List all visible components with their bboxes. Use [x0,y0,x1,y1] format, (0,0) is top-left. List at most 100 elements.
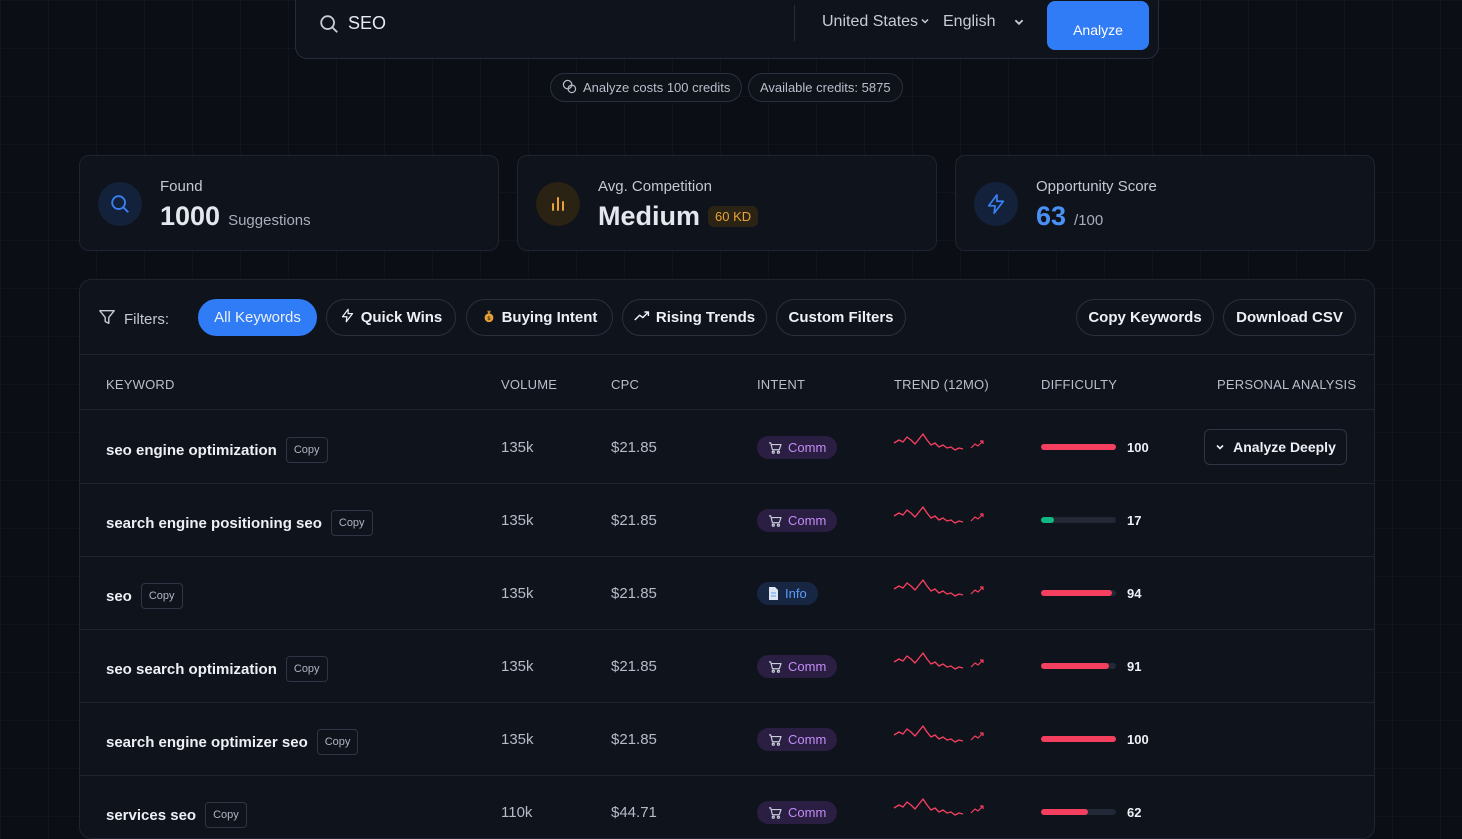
copy-keyword-button[interactable]: Copy [140,583,183,609]
intent-label: Comm [788,659,827,674]
found-unit: Suggestions [228,212,311,229]
filter-quick-wins[interactable]: Quick Wins [326,299,456,336]
copy-keyword-button[interactable]: Copy [205,802,247,828]
trending-up-icon [634,309,650,327]
copy-keywords-label: Copy Keywords [1088,309,1202,326]
kd-badge: 60 KD [708,206,759,227]
copy-keyword-button[interactable]: Copy [330,510,373,536]
difficulty-bar-fill [1041,663,1110,669]
intent-label: Comm [788,805,827,820]
filter-all-keywords[interactable]: All Keywords [198,299,317,336]
keyword-cell: seo Copy [106,583,183,609]
copy-keyword-button[interactable]: Copy [316,729,359,755]
keyword-text: seo [106,587,132,605]
download-csv-button[interactable]: Download CSV [1223,299,1356,336]
table-row: services seo Copy 110k $44.71 Comm 62 [80,776,1374,838]
difficulty-bar [1041,590,1116,596]
found-value-group: 1000 Suggestions [160,201,311,232]
search-icon [98,182,142,226]
table-header: KEYWORD VOLUME CPC INTENT TREND (12MO) D… [80,355,1374,410]
cpc-cell: $44.71 [611,804,657,821]
chevron-down-icon [1215,439,1225,455]
filter-buying-intent[interactable]: $ Buying Intent [466,299,613,336]
volume-cell: 135k [501,512,534,529]
filters-label: Filters: [124,310,169,328]
filter-bar: Filters: All Keywords Quick Wins $ Buyin… [80,280,1374,355]
search-divider [794,5,795,41]
difficulty-bar [1041,809,1116,815]
volume-cell: 135k [501,439,534,456]
filter-rising-trends[interactable]: Rising Trends [622,299,767,336]
keyword-cell: seo engine optimization Copy [106,437,328,463]
intent-label: Comm [788,732,827,747]
coins-icon [562,79,577,97]
found-label: Found [160,178,203,195]
filter-rising-trends-label: Rising Trends [655,309,756,326]
difficulty-bar [1041,663,1116,669]
trend-sparkline [893,577,988,606]
opportunity-card: Opportunity Score 63 /100 [955,155,1375,251]
filter-buying-intent-label: Buying Intent [501,309,598,326]
cpc-cell: $21.85 [611,731,657,748]
intent-label: Comm [788,513,827,528]
filters-label-group: Filters: [98,308,169,330]
credit-cost-text: Analyze costs 100 credits [583,80,731,95]
country-select-label: United States [822,13,919,30]
keyword-text: seo search optimization [106,660,277,678]
search-bar: United States English Analyze [295,0,1159,59]
difficulty-bar [1041,517,1116,523]
header-intent[interactable]: INTENT [757,377,806,392]
available-credits-text: Available credits: 5875 [760,80,891,95]
competition-value-group: Medium 60 KD [598,201,759,232]
search-input[interactable] [348,11,768,35]
volume-cell: 135k [501,658,534,675]
difficulty-bar-fill [1041,736,1116,742]
competition-value: Medium [598,201,701,231]
copy-keyword-button[interactable]: Copy [285,656,328,682]
keyword-text: search engine optimizer seo [106,733,308,751]
table-row: seo Copy 135k $21.85 Info 94 [80,557,1374,630]
header-cpc[interactable]: CPC [611,377,640,392]
keyword-cell: search engine optimizer seo Copy [106,729,359,755]
intent-badge: Comm [757,655,838,678]
download-csv-label: Download CSV [1236,309,1343,326]
header-personal-analysis: PERSONAL ANALYSIS [1217,377,1357,392]
difficulty-bar-fill [1041,444,1116,450]
difficulty-value: 91 [1127,659,1142,674]
copy-keywords-button[interactable]: Copy Keywords [1076,299,1214,336]
difficulty-value: 100 [1127,440,1149,455]
language-select[interactable]: English [943,13,996,30]
analyze-deeply-button[interactable]: Analyze Deeply [1204,429,1347,465]
header-volume[interactable]: VOLUME [501,377,558,392]
copy-keyword-button[interactable]: Copy [285,437,328,463]
keyword-cell: search engine positioning seo Copy [106,510,373,536]
keyword-text: seo engine optimization [106,441,277,459]
volume-cell: 135k [501,585,534,602]
cpc-cell: $21.85 [611,439,657,456]
opportunity-value: 63 [1036,201,1067,231]
difficulty-value: 17 [1127,513,1142,528]
difficulty-bar [1041,736,1116,742]
filter-custom-filters[interactable]: Custom Filters [776,299,906,336]
cart-icon [768,514,782,527]
header-keyword[interactable]: KEYWORD [106,377,175,392]
header-difficulty[interactable]: DIFFICULTY [1041,377,1118,392]
svg-text:$: $ [487,315,491,321]
country-select[interactable]: United States [822,13,930,31]
difficulty-bar-fill [1041,590,1112,596]
filter-custom-filters-label: Custom Filters [788,309,894,326]
lightning-icon [974,182,1018,226]
cart-icon [768,660,782,673]
table-row: seo engine optimization Copy 135k $21.85 Com… [80,411,1374,484]
chevron-down-icon[interactable] [1013,15,1025,33]
analyze-button[interactable]: Analyze [1047,1,1149,50]
table-row: search engine positioning seo Copy 135k $21… [80,484,1374,557]
trend-sparkline [893,723,988,752]
table-row: search engine optimizer seo Copy 135k $21.8… [80,703,1374,776]
keywords-table-card: Filters: All Keywords Quick Wins $ Buyin… [79,279,1375,839]
intent-label: Info [785,586,807,601]
credit-cost-chip: Analyze costs 100 credits [550,73,743,102]
header-trend[interactable]: TREND (12MO) [894,377,989,392]
difficulty-value: 62 [1127,805,1142,820]
cart-icon [768,806,782,819]
